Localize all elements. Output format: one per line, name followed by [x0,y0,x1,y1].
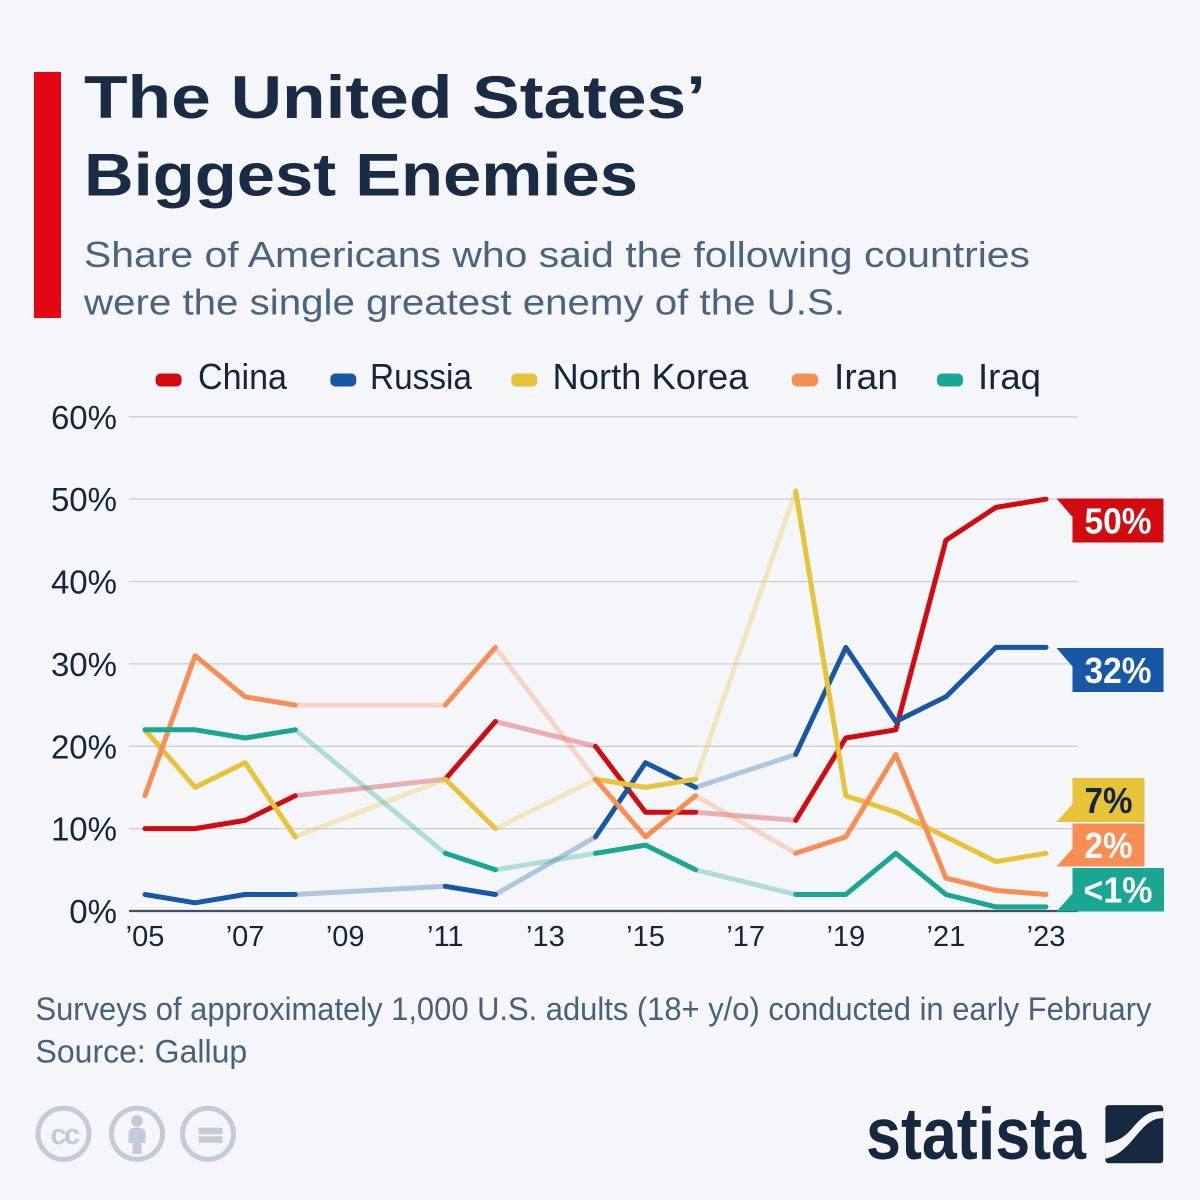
svg-text:50%: 50% [51,481,117,518]
svg-text:2%: 2% [1085,825,1133,866]
svg-text:32%: 32% [1085,650,1152,691]
svg-text:40%: 40% [51,564,117,601]
svg-text:Russia: Russia [370,356,473,397]
svg-text:Surveys of approximately 1,000: Surveys of approximately 1,000 U.S. adul… [36,991,1152,1027]
svg-text:China: China [198,356,288,397]
svg-text:Source: Gallup: Source: Gallup [36,1034,248,1070]
svg-text:’05: ’05 [126,921,165,953]
svg-text:<1%: <1% [1084,870,1153,911]
svg-text:North Korea: North Korea [553,356,750,397]
svg-text:’13: ’13 [526,921,565,953]
svg-text:’09: ’09 [326,921,365,953]
svg-text:Share of Americans who said th: Share of Americans who said the followin… [84,234,1030,275]
svg-text:The United States’: The United States’ [84,64,706,131]
svg-text:10%: 10% [51,811,117,848]
svg-text:Iraq: Iraq [978,356,1041,397]
svg-text:30%: 30% [51,646,117,683]
svg-text:60%: 60% [51,399,117,436]
svg-text:’23: ’23 [1027,921,1066,953]
svg-text:Biggest Enemies: Biggest Enemies [84,142,638,209]
svg-text:’11: ’11 [427,921,464,953]
svg-text:’19: ’19 [826,921,865,953]
svg-text:Iran: Iran [834,356,898,397]
svg-text:7%: 7% [1085,780,1133,821]
svg-text:50%: 50% [1085,501,1152,542]
svg-text:were the single greatest enemy: were the single greatest enemy of the U.… [83,282,845,323]
svg-text:’21: ’21 [927,921,966,953]
svg-text:cc: cc [50,1119,80,1151]
svg-text:’07: ’07 [226,921,265,953]
svg-text:’15: ’15 [626,921,665,953]
svg-text:0%: 0% [69,893,117,930]
svg-text:20%: 20% [51,728,117,765]
svg-text:’17: ’17 [726,921,765,953]
svg-text:statista: statista [866,1094,1087,1175]
